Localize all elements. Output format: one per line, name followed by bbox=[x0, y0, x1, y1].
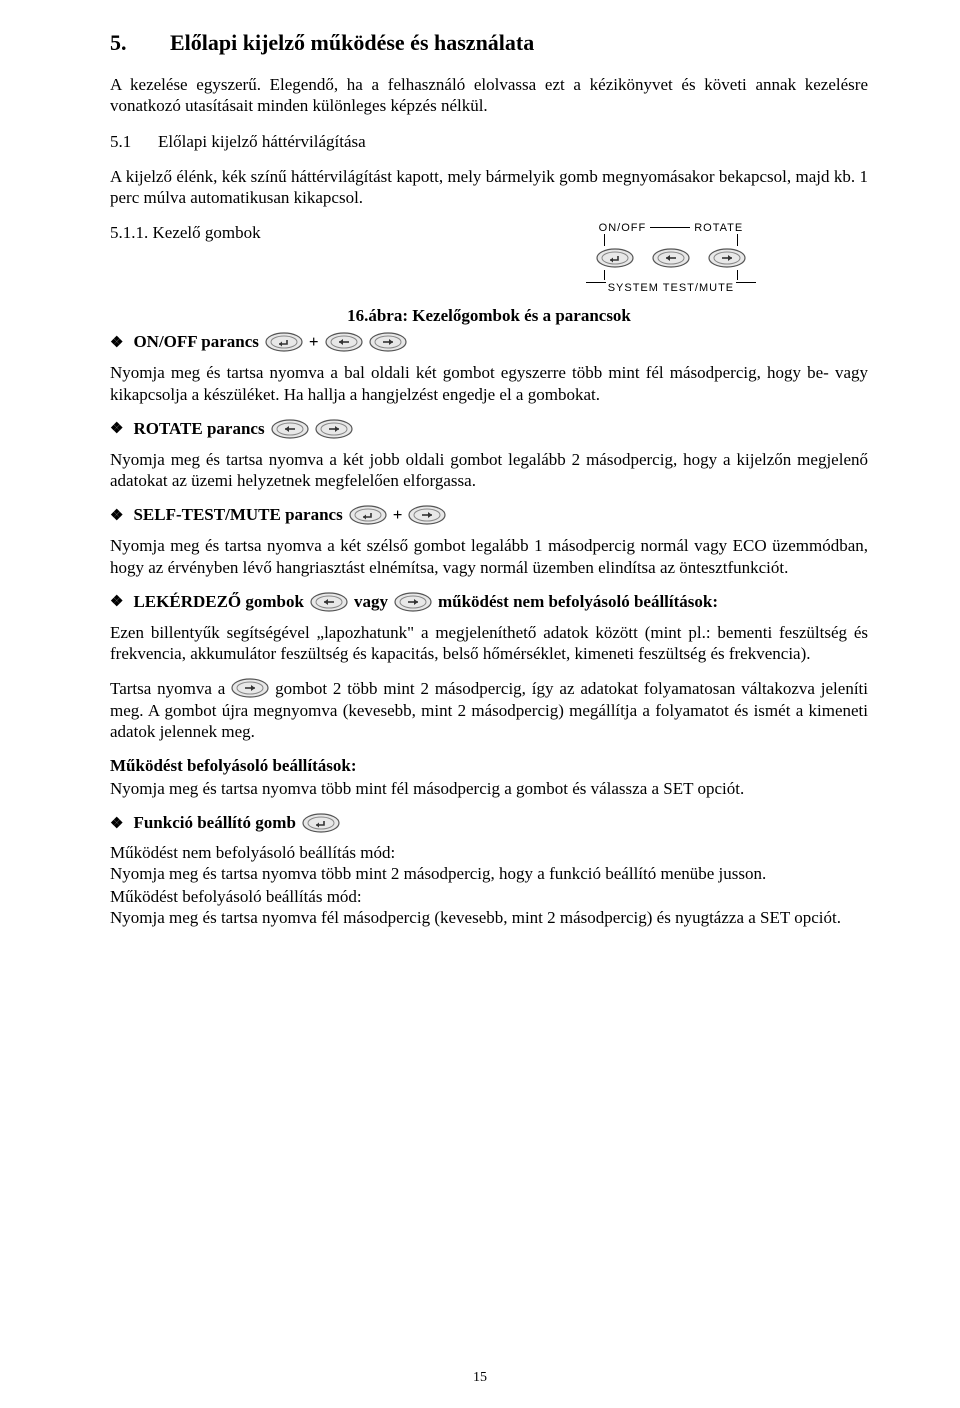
funcset-mode1-para: Nyomja meg és tartsa nyomva több mint 2 … bbox=[110, 863, 868, 884]
subsection-5-1-1: 5.1.1. Kezelő gombok bbox=[110, 222, 474, 243]
subsection-5-1: 5.1Előlapi kijelző háttérvilágítása bbox=[110, 131, 868, 152]
figure-caption: 16.ábra: Kezelőgombok és a parancsok bbox=[110, 306, 868, 326]
onoff-para: Nyomja meg és tartsa nyomva a bal oldali… bbox=[110, 362, 868, 405]
subsection-5-1-para: A kijelző élénk, kék színű háttérvilágít… bbox=[110, 166, 868, 209]
selftest-para: Nyomja meg és tartsa nyomva a két szélső… bbox=[110, 535, 868, 578]
query-title-right: működést nem befolyásoló beállítások: bbox=[438, 592, 718, 612]
funcset-command-heading: ❖ Funkció beállító gomb bbox=[110, 813, 868, 833]
button-diagram: ON/OFF ROTATE SYSTEM TEST/MUTE bbox=[586, 222, 756, 294]
document-page: 5.Előlapi kijelző működése és használata… bbox=[0, 0, 960, 1408]
enter-button-icon bbox=[349, 505, 387, 525]
section-title: Előlapi kijelző működése és használata bbox=[170, 30, 534, 55]
funcset-mode2-heading: Működést befolyásoló beállítás mód: bbox=[110, 887, 868, 907]
bullet-icon: ❖ bbox=[110, 333, 123, 352]
diagram-enter-icon bbox=[596, 248, 634, 268]
bullet-icon: ❖ bbox=[110, 814, 123, 833]
rotate-command-heading: ❖ ROTATE parancs bbox=[110, 419, 868, 439]
affecting-heading: Működést befolyásoló beállítások: bbox=[110, 756, 868, 776]
subsection-number: 5.1 bbox=[110, 131, 158, 152]
left-button-icon bbox=[310, 592, 348, 612]
plus-icon: + bbox=[393, 505, 403, 525]
onoff-title: ON/OFF parancs bbox=[133, 332, 258, 352]
funcset-mode1-heading: Működést nem befolyásoló beállítás mód: bbox=[110, 843, 868, 863]
enter-button-icon bbox=[302, 813, 340, 833]
diagram-right-icon bbox=[708, 248, 746, 268]
selftest-command-heading: ❖ SELF-TEST/MUTE parancs + bbox=[110, 505, 868, 525]
left-button-icon bbox=[325, 332, 363, 352]
affecting-para: Nyomja meg és tartsa nyomva több mint fé… bbox=[110, 778, 868, 799]
selftest-title: SELF-TEST/MUTE parancs bbox=[133, 505, 342, 525]
rotate-title: ROTATE parancs bbox=[133, 419, 264, 439]
query-title-left: LEKÉRDEZŐ gombok bbox=[133, 592, 304, 612]
left-button-icon bbox=[271, 419, 309, 439]
query-mid: vagy bbox=[354, 592, 388, 612]
bullet-icon: ❖ bbox=[110, 506, 123, 525]
right-button-icon bbox=[408, 505, 446, 525]
page-number: 15 bbox=[0, 1370, 960, 1386]
right-button-icon bbox=[231, 678, 269, 698]
bullet-icon: ❖ bbox=[110, 419, 123, 438]
query-para2-pre: Tartsa nyomva a bbox=[110, 679, 225, 698]
right-button-icon bbox=[315, 419, 353, 439]
query-command-heading: ❖ LEKÉRDEZŐ gombok vagy működést nem bef… bbox=[110, 592, 868, 612]
diagram-label-rotate: ROTATE bbox=[694, 222, 743, 234]
bullet-icon: ❖ bbox=[110, 592, 123, 611]
diagram-label-onoff: ON/OFF bbox=[599, 222, 647, 234]
intro-paragraph: A kezelése egyszerű. Elegendő, ha a felh… bbox=[110, 74, 868, 117]
diagram-left-icon bbox=[652, 248, 690, 268]
funcset-title: Funkció beállító gomb bbox=[133, 813, 295, 833]
right-button-icon bbox=[394, 592, 432, 612]
rotate-para: Nyomja meg és tartsa nyomva a két jobb o… bbox=[110, 449, 868, 492]
subsection-title: Előlapi kijelző háttérvilágítása bbox=[158, 132, 366, 151]
row-5-1-1: 5.1.1. Kezelő gombok ON/OFF ROTATE bbox=[110, 222, 868, 294]
plus-icon: + bbox=[309, 332, 319, 352]
right-button-icon bbox=[369, 332, 407, 352]
query-para2: Tartsa nyomva a gombot 2 több mint 2 más… bbox=[110, 678, 868, 742]
diagram-label-system: SYSTEM TEST/MUTE bbox=[608, 282, 734, 294]
query-para: Ezen billentyűk segítségével „lapozhatun… bbox=[110, 622, 868, 665]
onoff-command-heading: ❖ ON/OFF parancs + bbox=[110, 332, 868, 352]
section-number: 5. bbox=[110, 30, 170, 56]
section-heading: 5.Előlapi kijelző működése és használata bbox=[110, 30, 868, 56]
funcset-mode2-para: Nyomja meg és tartsa nyomva fél másodper… bbox=[110, 907, 868, 928]
enter-button-icon bbox=[265, 332, 303, 352]
